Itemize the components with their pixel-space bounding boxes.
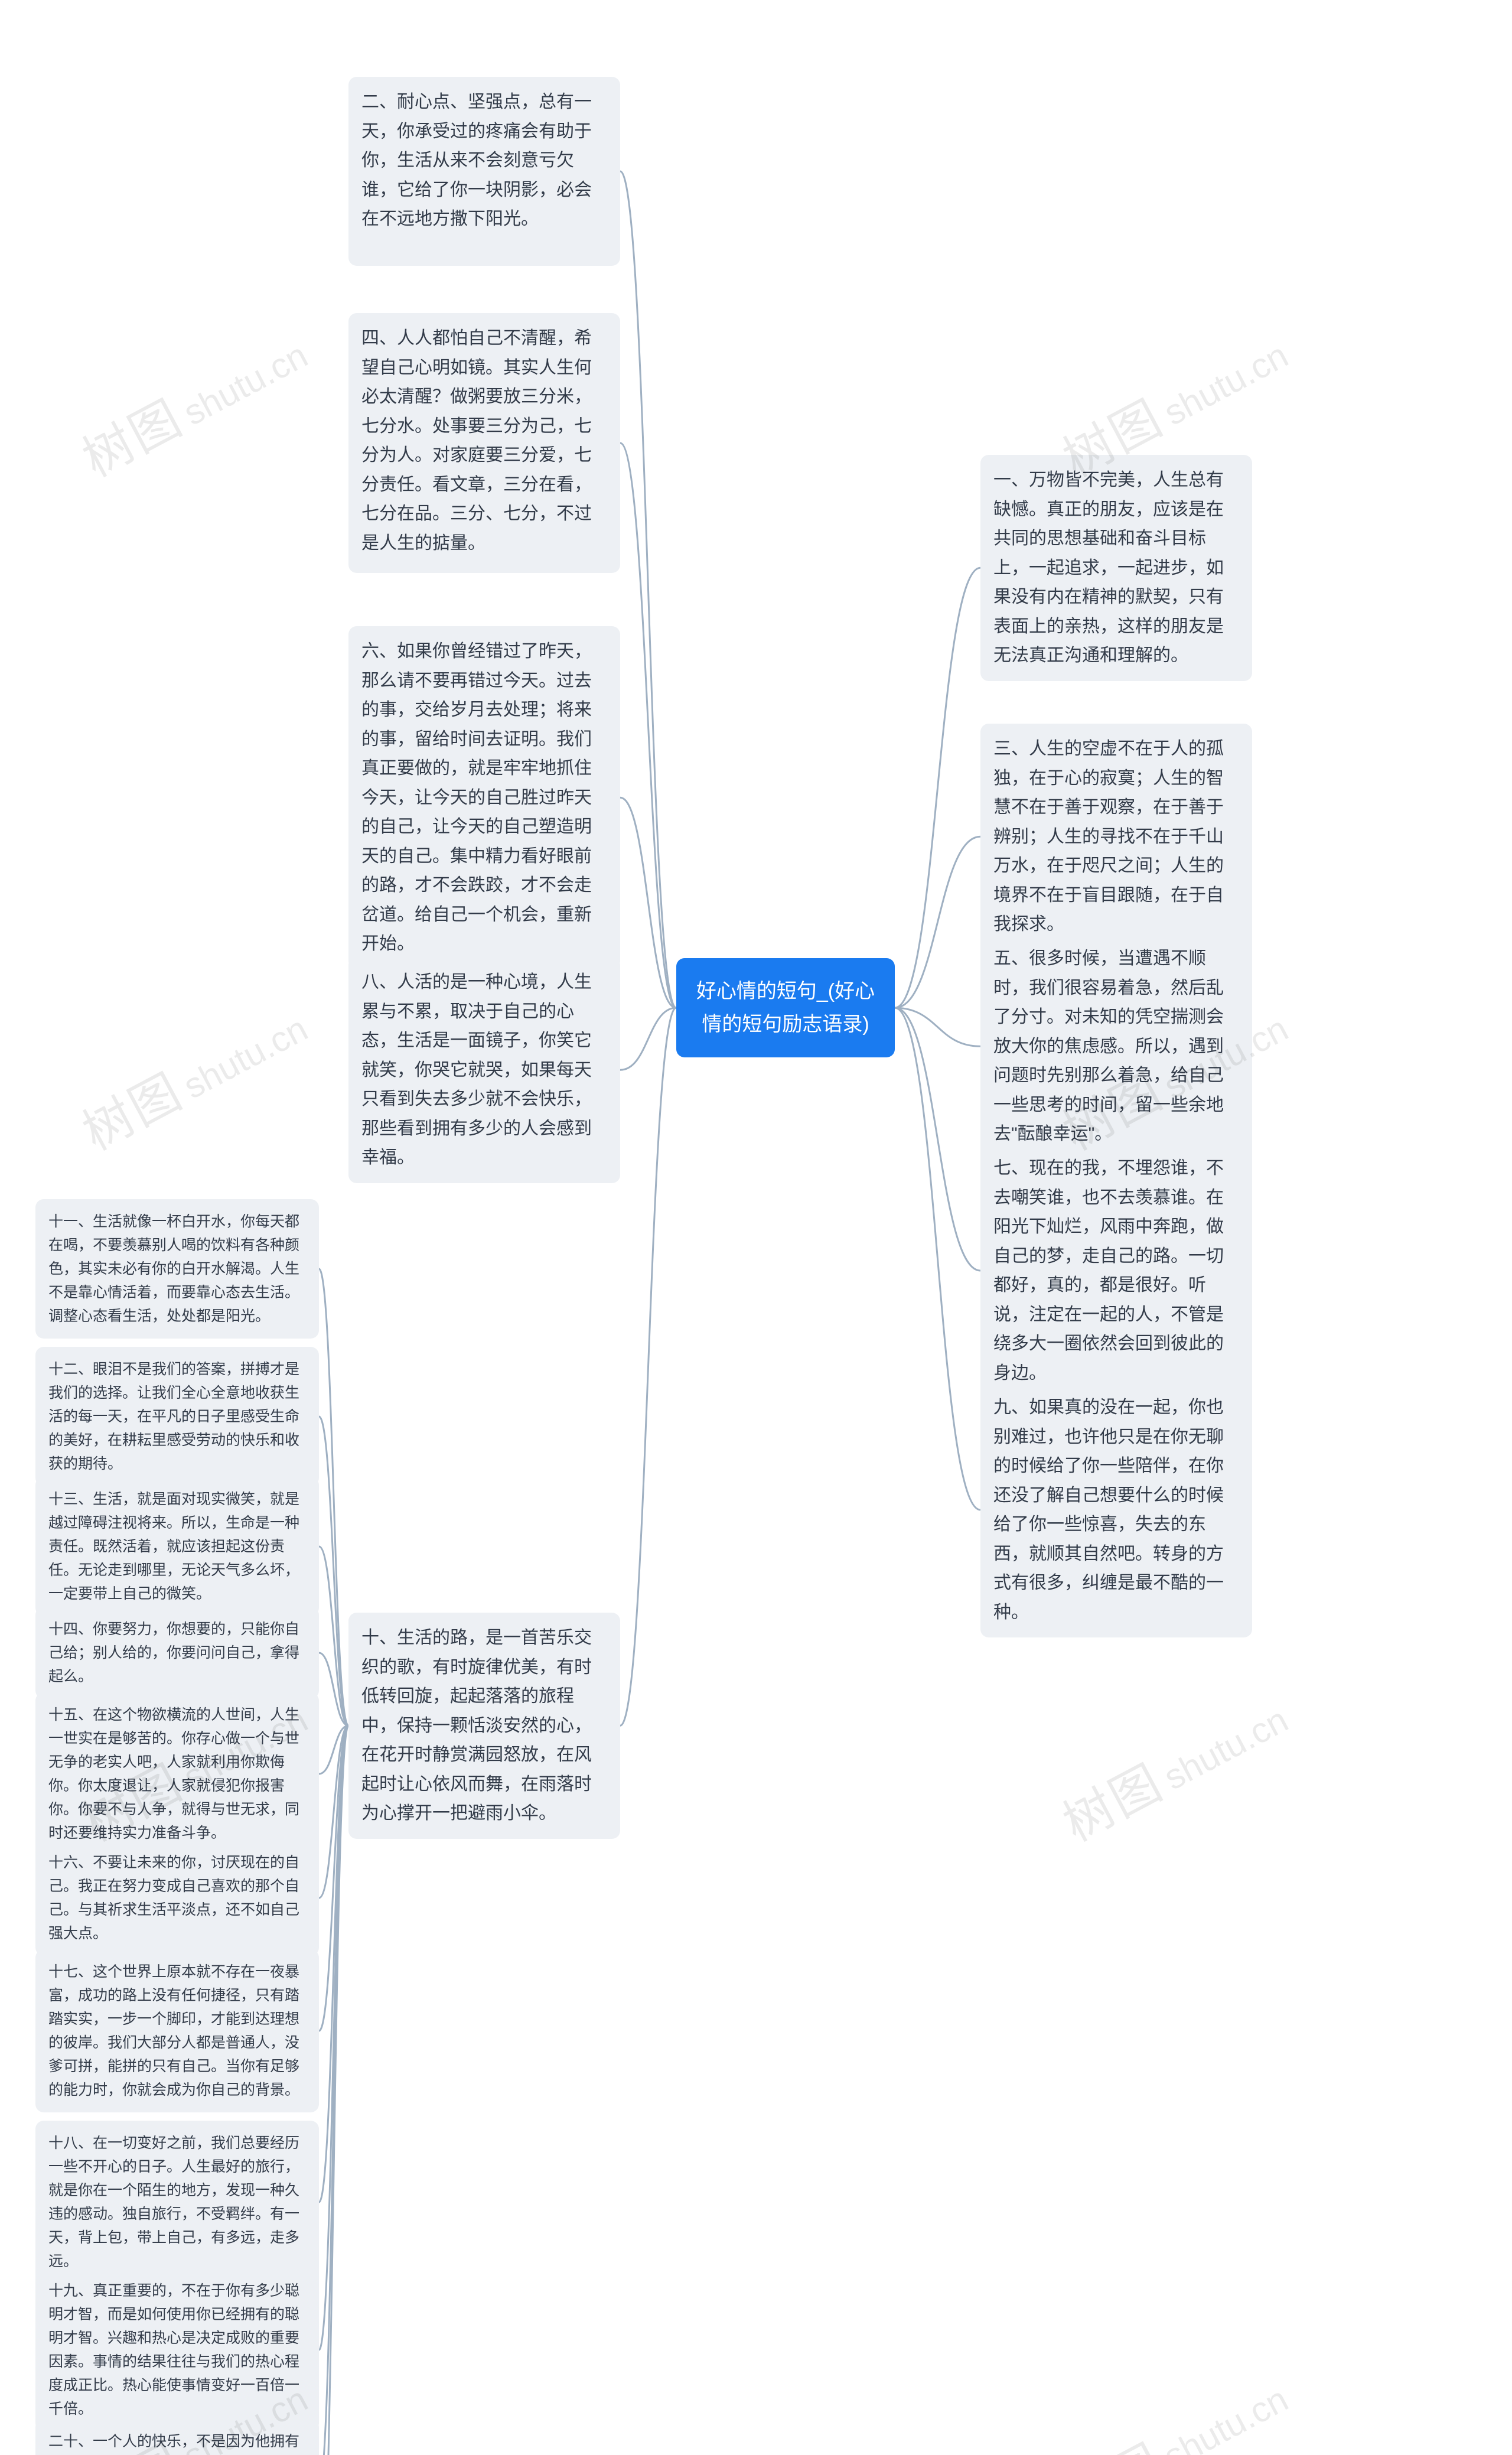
node-text: 六、如果你曾经错过了昨天，那么请不要再错过今天。过去的事，交给岁月去处理；将来的… (361, 642, 592, 953)
mindmap-node-n3: 三、人生的空虚不在于人的孤独，在于心的寂寞；人生的智慧不在于善于观察，在于善于辨… (980, 724, 1252, 950)
node-text: 十一、生活就像一杯白开水，你每天都在喝，不要羡慕别人喝的饮料有各种颜色，其实未必… (48, 1213, 299, 1324)
mindmap-node-n10: 十、生活的路，是一首苦乐交织的歌，有时旋律优美，有时低转回旋，起起落落的旅程中，… (348, 1613, 620, 1839)
mindmap-node-n12: 十二、眼泪不是我们的答案，拼搏才是我们的选择。让我们全心全意地收获生活的每一天，… (35, 1347, 319, 1486)
mindmap-node-n16: 十六、不要让未来的你，讨厌现在的自己。我正在努力变成自己喜欢的那个自己。与其祈求… (35, 1840, 319, 1956)
mindmap-node-n15: 十五、在这个物欲横流的人世间，人生一世实在是够苦的。你存心做一个与世无争的老实人… (35, 1692, 319, 1855)
mindmap-node-n13: 十三、生活，就是面对现实微笑，就是越过障碍注视将来。所以，生命是一种责任。既然活… (35, 1477, 319, 1616)
mindmap-node-n2: 二、耐心点、坚强点，总有一天，你承受过的疼痛会有助于你，生活从来不会刻意亏欠谁，… (348, 77, 620, 266)
watermark: 树图shutu.cn (69, 313, 317, 491)
watermark: 树图shutu.cn (1049, 2357, 1298, 2455)
node-text: 四、人人都怕自己不清醒，希望自己心明如镜。其实人生何必太清醒？做粥要放三分米，七… (361, 328, 592, 553)
mindmap-node-n7: 七、现在的我，不埋怨谁，不去嘲笑谁，也不去羡慕谁。在阳光下灿烂，风雨中奔跑，做自… (980, 1143, 1252, 1398)
mindmap-node-n17: 十七、这个世界上原本就不存在一夜暴富，成功的路上没有任何捷径，只有踏踏实实，一步… (35, 1949, 319, 2112)
mindmap-node-n8: 八、人活的是一种心境，人生累与不累，取决于自己的心态，生活是一面镜子，你笑它就笑… (348, 957, 620, 1183)
mindmap-node-n1: 一、万物皆不完美，人生总有缺憾。真正的朋友，应该是在共同的思想基础和奋斗目标上，… (980, 455, 1252, 681)
node-text: 十六、不要让未来的你，讨厌现在的自己。我正在努力变成自己喜欢的那个自己。与其祈求… (48, 1854, 299, 1942)
mindmap-node-n14: 十四、你要努力，你想要的，只能你自己给；别人给的，你要问问自己，拿得起么。 (35, 1607, 319, 1699)
mindmap-node-n5: 五、很多时候，当遭遇不顺时，我们很容易着急，然后乱了分寸。对未知的凭空揣测会放大… (980, 933, 1252, 1160)
node-text: 十七、这个世界上原本就不存在一夜暴富，成功的路上没有任何捷径，只有踏踏实实，一步… (48, 1964, 299, 2098)
node-text: 十四、你要努力，你想要的，只能你自己给；别人给的，你要问问自己，拿得起么。 (48, 1621, 299, 1685)
node-text: 九、如果真的没在一起，你也别难过，也许他只是在你无聊的时候给了你一些陪伴，在你还… (993, 1398, 1224, 1622)
node-text: 十三、生活，就是面对现实微笑，就是越过障碍注视将来。所以，生命是一种责任。既然活… (48, 1491, 299, 1602)
mindmap-node-n19: 十九、真正重要的，不在于你有多少聪明才智，而是如何使用你已经拥有的聪明才智。兴趣… (35, 2268, 319, 2431)
node-text: 十五、在这个物欲横流的人世间，人生一世实在是够苦的。你存心做一个与世无争的老实人… (48, 1707, 299, 1841)
node-text: 五、很多时候，当遭遇不顺时，我们很容易着急，然后乱了分寸。对未知的凭空揣测会放大… (993, 949, 1224, 1144)
node-text: 十八、在一切变好之前，我们总要经历一些不开心的日子。人生最好的旅行，就是你在一个… (48, 2135, 299, 2270)
root-node: 好心情的短句_(好心情的短句励志语录) (676, 958, 895, 1057)
mindmap-node-n20: 二十、一个人的快乐，不是因为他拥有的多，而是因为他计较的少。聪明的人，总在寻找好… (35, 2419, 319, 2455)
node-text: 一、万物皆不完美，人生总有缺憾。真正的朋友，应该是在共同的思想基础和奋斗目标上，… (993, 470, 1224, 665)
node-text: 二、耐心点、坚强点，总有一天，你承受过的疼痛会有助于你，生活从来不会刻意亏欠谁，… (361, 92, 592, 229)
watermark: 树图shutu.cn (69, 986, 317, 1164)
mindmap-node-n18: 十八、在一切变好之前，我们总要经历一些不开心的日子。人生最好的旅行，就是你在一个… (35, 2121, 319, 2284)
watermark: 树图shutu.cn (1049, 1678, 1298, 1855)
node-text: 十九、真正重要的，不在于你有多少聪明才智，而是如何使用你已经拥有的聪明才智。兴趣… (48, 2283, 299, 2417)
node-text: 七、现在的我，不埋怨谁，不去嘲笑谁，也不去羡慕谁。在阳光下灿烂，风雨中奔跑，做自… (993, 1158, 1224, 1383)
root-label: 好心情的短句_(好心情的短句励志语录) (696, 980, 875, 1036)
node-text: 十二、眼泪不是我们的答案，拼搏才是我们的选择。让我们全心全意地收获生活的每一天，… (48, 1361, 299, 1472)
mindmap-node-n9: 九、如果真的没在一起，你也别难过，也许他只是在你无聊的时候给了你一些陪伴，在你还… (980, 1382, 1252, 1637)
mindmap-node-n11: 十一、生活就像一杯白开水，你每天都在喝，不要羡慕别人喝的饮料有各种颜色，其实未必… (35, 1199, 319, 1339)
node-text: 八、人活的是一种心境，人生累与不累，取决于自己的心态，生活是一面镜子，你笑它就笑… (361, 972, 592, 1167)
mindmap-node-n6: 六、如果你曾经错过了昨天，那么请不要再错过今天。过去的事，交给岁月去处理；将来的… (348, 626, 620, 969)
mindmap-node-n4: 四、人人都怕自己不清醒，希望自己心明如镜。其实人生何必太清醒？做粥要放三分米，七… (348, 313, 620, 573)
node-text: 十、生活的路，是一首苦乐交织的歌，有时旋律优美，有时低转回旋，起起落落的旅程中，… (361, 1628, 592, 1823)
node-text: 三、人生的空虚不在于人的孤独，在于心的寂寞；人生的智慧不在于善于观察，在于善于辨… (993, 739, 1224, 934)
node-text: 二十、一个人的快乐，不是因为他拥有的多，而是因为他计较的少。聪明的人，总在寻找好… (48, 2433, 299, 2455)
